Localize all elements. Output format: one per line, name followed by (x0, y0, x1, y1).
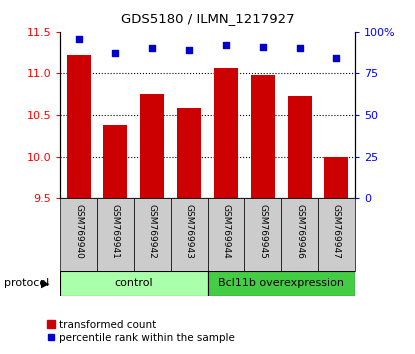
Text: ▶: ▶ (41, 278, 49, 288)
Bar (208, 271, 355, 296)
Bar (134, 198, 171, 271)
Bar (318, 198, 355, 271)
Bar (244, 198, 281, 271)
Text: GSM769942: GSM769942 (148, 204, 157, 259)
Point (186, 47, 193, 53)
Text: Bcl11b overexpression: Bcl11b overexpression (218, 278, 344, 288)
Bar (60, 271, 208, 296)
Bar (67, 55, 90, 198)
Text: control: control (115, 278, 153, 288)
Text: GSM769940: GSM769940 (74, 204, 83, 259)
Bar (325, 158, 348, 198)
Text: GSM769941: GSM769941 (111, 204, 120, 259)
Point (296, 46, 303, 51)
Bar (171, 198, 208, 271)
Text: GSM769944: GSM769944 (222, 204, 230, 259)
Bar (214, 68, 238, 198)
Bar (60, 198, 97, 271)
Bar (103, 125, 127, 198)
Bar (97, 198, 134, 271)
Point (149, 46, 156, 51)
Point (333, 56, 340, 61)
Point (112, 51, 119, 56)
Text: GSM769943: GSM769943 (185, 204, 193, 259)
Point (75, 36, 82, 41)
Bar (288, 96, 312, 198)
Legend: transformed count, percentile rank within the sample: transformed count, percentile rank withi… (43, 315, 239, 347)
Bar (251, 75, 275, 198)
Text: protocol: protocol (4, 278, 49, 288)
Bar (140, 94, 164, 198)
Text: GSM769947: GSM769947 (332, 204, 341, 259)
Text: GDS5180 / ILMN_1217927: GDS5180 / ILMN_1217927 (121, 12, 294, 25)
Text: GSM769945: GSM769945 (258, 204, 267, 259)
Point (222, 42, 229, 48)
Bar (208, 198, 244, 271)
Point (259, 44, 266, 50)
Text: GSM769946: GSM769946 (295, 204, 304, 259)
Bar (281, 198, 318, 271)
Bar (177, 108, 201, 198)
